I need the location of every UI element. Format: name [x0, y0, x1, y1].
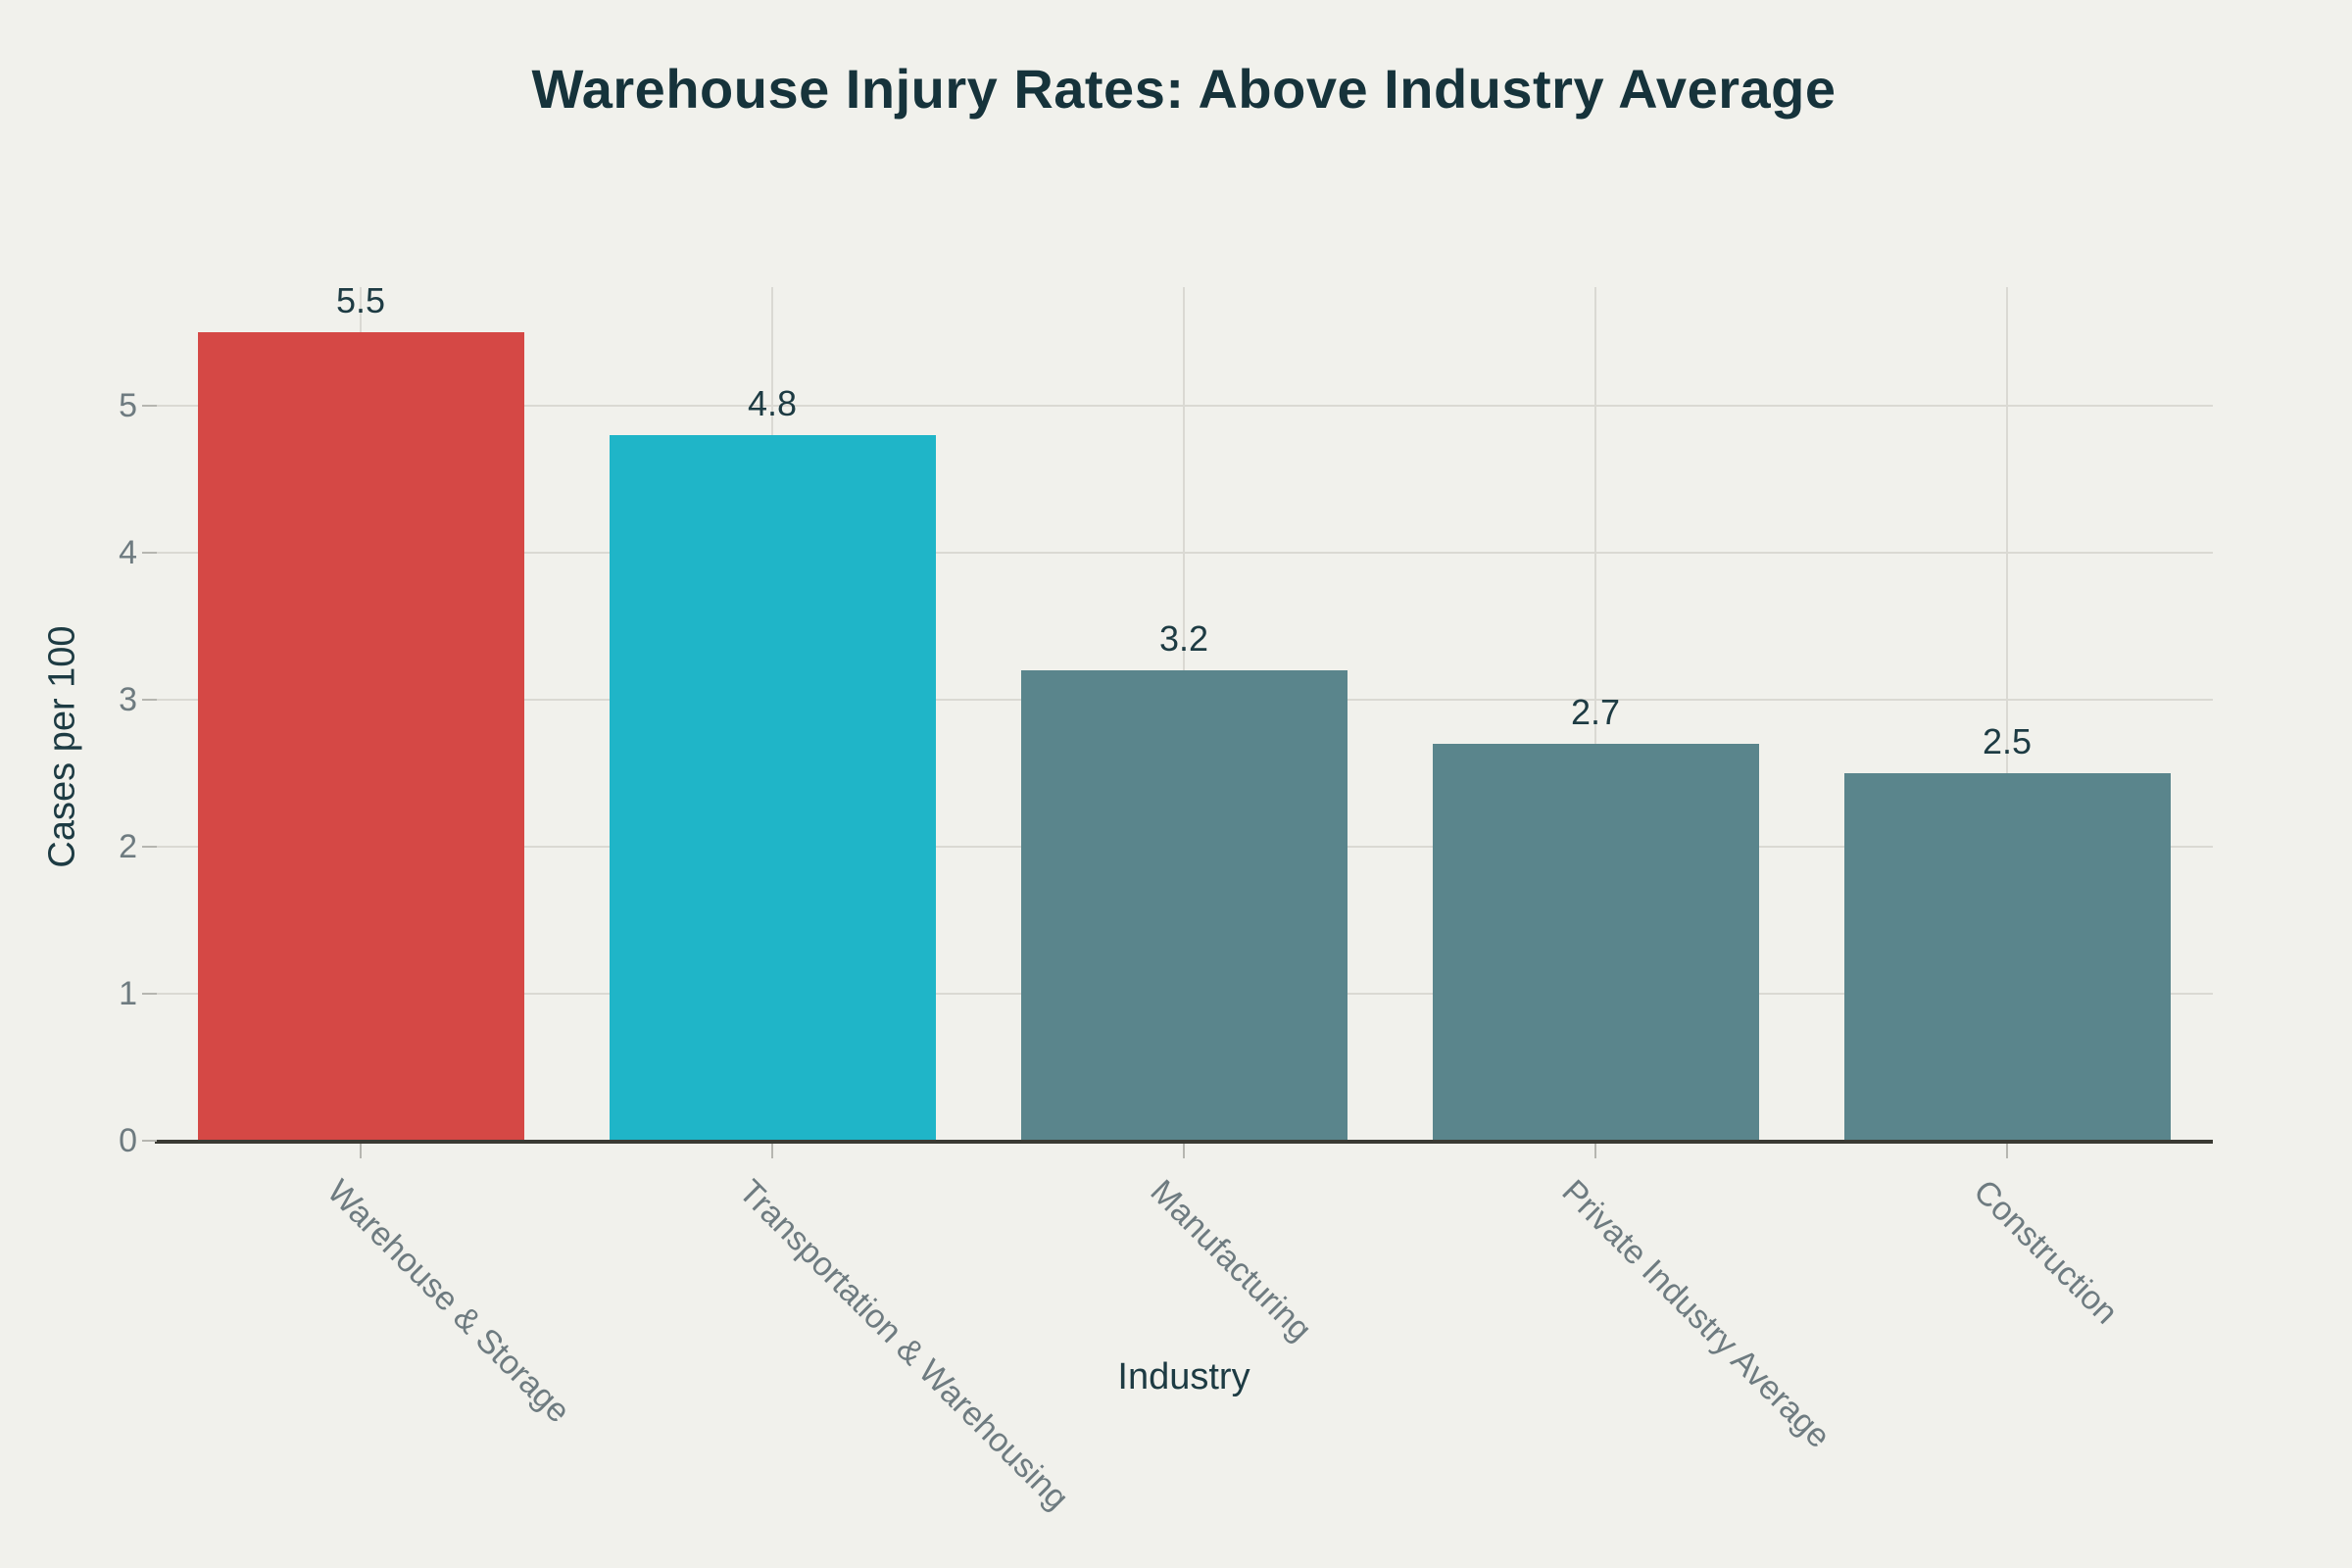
- y-tick-mark: [142, 552, 157, 554]
- x-tick-mark: [2006, 1144, 2008, 1158]
- bar: [609, 435, 936, 1143]
- x-gridline: [2006, 287, 2008, 1141]
- y-axis-title: Cases per 100: [41, 625, 83, 868]
- y-tick-label: 0: [119, 1122, 137, 1159]
- bar-value-label: 3.2: [1158, 618, 1209, 659]
- chart-title: Warehouse Injury Rates: Above Industry A…: [531, 58, 1837, 120]
- x-tick-label: Private Industry Average: [1554, 1172, 1838, 1456]
- x-tick-mark: [1594, 1144, 1596, 1158]
- y-tick-label: 4: [119, 534, 137, 571]
- y-tick-mark: [142, 846, 157, 848]
- bar: [1432, 744, 1759, 1143]
- x-gridline: [1594, 287, 1596, 1141]
- bar: [197, 332, 524, 1143]
- x-tick-mark: [771, 1144, 773, 1158]
- y-tick-label: 1: [119, 975, 137, 1012]
- y-tick-mark: [142, 1140, 157, 1142]
- x-tick-label: Construction: [1966, 1172, 2126, 1332]
- bar-value-label: 4.8: [747, 383, 798, 423]
- bar-value-label: 2.5: [1982, 721, 2033, 761]
- x-tick-mark: [360, 1144, 362, 1158]
- x-axis-title: Industry: [1117, 1356, 1250, 1397]
- bar: [1843, 773, 2171, 1143]
- y-tick-label: 3: [119, 681, 137, 718]
- y-tick-mark: [142, 699, 157, 701]
- y-tick-label: 5: [119, 387, 137, 424]
- bar-value-label: 5.5: [335, 280, 386, 320]
- bar-value-label: 2.7: [1570, 692, 1621, 732]
- x-tick-label: Transportation & Warehousing: [731, 1172, 1076, 1517]
- x-axis-line: [155, 1140, 2213, 1144]
- bar: [1020, 670, 1348, 1143]
- x-tick-mark: [1183, 1144, 1185, 1158]
- x-tick-label: Manufacturing: [1143, 1172, 1319, 1348]
- y-tick-label: 2: [119, 828, 137, 865]
- y-tick-mark: [142, 405, 157, 407]
- y-tick-mark: [142, 993, 157, 995]
